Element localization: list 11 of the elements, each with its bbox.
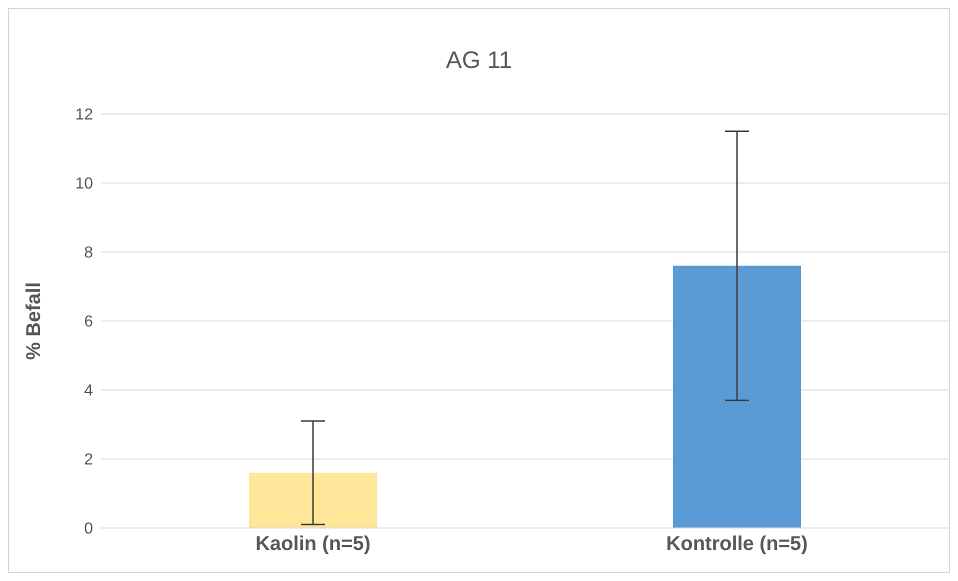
y-tick-label: 8 [84, 244, 94, 262]
x-tick-label: Kontrolle (n=5) [666, 533, 808, 556]
y-axis-title: % Befall [23, 282, 46, 360]
y-tick-label: 2 [84, 452, 94, 469]
chart-title: AG 11 [444, 47, 514, 75]
y-tick-label: 6 [84, 314, 94, 331]
y-tick-label: 10 [75, 176, 94, 193]
y-tick-label: 12 [75, 106, 94, 124]
y-tick-label: 4 [84, 382, 94, 400]
y-tick-label: 0 [84, 520, 94, 538]
x-tick-label: Kaolin (n=5) [255, 533, 371, 556]
